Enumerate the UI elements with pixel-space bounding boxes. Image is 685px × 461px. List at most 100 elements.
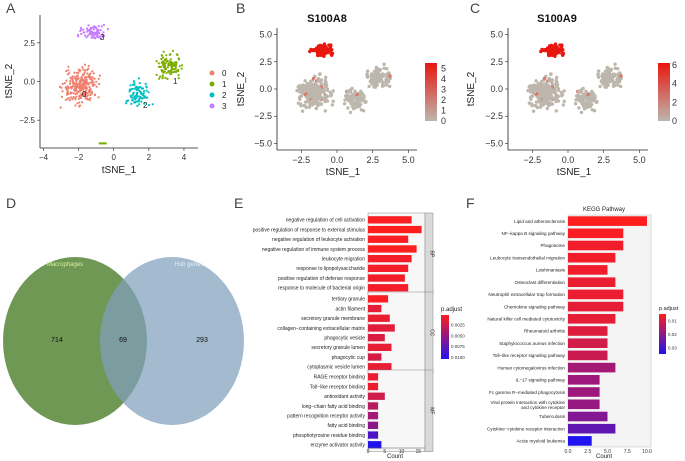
feature-point-low (600, 79, 604, 83)
legend-tick-label: 0.03 (668, 345, 677, 350)
tsne-point-cluster-0 (69, 92, 72, 95)
tsne-point-cluster-0 (93, 83, 96, 86)
panel-c-y-ticks: 5.0 2.5 0.0 −2.5 −5.0 (485, 30, 508, 148)
tsne-point-cluster-3 (88, 30, 91, 33)
go-term-bar (368, 431, 379, 439)
tsne-point-cluster-0 (67, 69, 70, 72)
feature-point-low (350, 86, 354, 91)
tsne-point-cluster-2 (135, 93, 138, 97)
feature-point-low (319, 102, 324, 106)
x-tick-label: 0 (367, 449, 370, 455)
tsne-point-cluster-0 (87, 98, 90, 101)
feature-point-low (583, 102, 587, 107)
feature-point-low (537, 83, 541, 87)
tsne-point-cluster-3 (102, 34, 106, 38)
tsne-point-cluster-3 (106, 28, 110, 31)
tsne-point-cluster-0 (80, 84, 83, 87)
panel-a-points (58, 23, 184, 145)
go-term-label: long−chain fatty acid binding (302, 404, 365, 410)
tsne-point-cluster-0 (66, 97, 69, 100)
feature-point-low (579, 110, 584, 115)
tsne-point-cluster-3 (95, 35, 98, 38)
panel-a-cluster-label-1: 1 (173, 77, 178, 86)
tsne-point-cluster-3 (96, 30, 99, 34)
feature-point-low (528, 84, 532, 88)
tsne-point-cluster-2 (133, 97, 136, 100)
kegg-term-bar (568, 314, 616, 324)
tsne-point-cluster-2 (130, 95, 133, 98)
x-tick-label: −2.5 (292, 155, 310, 165)
feature-point-low (324, 94, 328, 98)
feature-point-low (317, 93, 321, 97)
feature-point-low (616, 67, 620, 71)
feature-point-low (534, 79, 538, 83)
legend-tick-label: 0.01 (668, 319, 677, 324)
panel-e: E BP negative regulation of cell activati… (234, 195, 465, 460)
tsne-point-cluster-3 (100, 25, 103, 28)
tsne-point-cluster-0 (89, 75, 92, 79)
tsne-point-cluster-3 (92, 34, 95, 37)
tsne-point-cluster-0 (66, 73, 69, 76)
feature-point-high (323, 45, 328, 49)
venn-overlap-count: 69 (119, 337, 127, 344)
kegg-term-label: Osteoclast differentiation (515, 280, 566, 285)
feature-point-low (297, 84, 301, 88)
feature-point-low (314, 92, 318, 96)
feature-point-high (320, 51, 324, 55)
go-term-label: actin filament (336, 306, 366, 312)
tsne-point-cluster-1 (169, 53, 172, 56)
tsne-point-cluster-1 (162, 56, 165, 59)
go-term-bar (368, 255, 412, 263)
y-tick-label: 5.0 (490, 30, 503, 40)
feature-point-low (549, 87, 553, 91)
venn-right-label: Hub genes (174, 262, 203, 268)
go-term-bar (368, 284, 409, 292)
facet-strip-label: CC (429, 329, 435, 337)
kegg-term-bar (568, 338, 608, 348)
venn-left-count: 714 (51, 337, 63, 344)
tsne-point-cluster-0 (79, 95, 82, 98)
x-tick-label: 0.0 (562, 155, 575, 165)
kegg-term-label: Human cytomegalovirus infection (497, 365, 565, 370)
tsne-point-cluster-1 (164, 62, 167, 65)
venn-right-circle (100, 257, 244, 425)
kegg-term-bar (568, 252, 616, 263)
x-tick-label: 15 (416, 449, 422, 455)
feature-point-low (375, 70, 379, 75)
feature-point-low (555, 94, 559, 98)
feature-point-low (555, 83, 559, 87)
tsne-point-cluster-3 (82, 28, 85, 31)
x-tick-label: −2.5 (523, 155, 541, 165)
kegg-term-bar (568, 436, 592, 446)
tsne-point-cluster-2 (132, 80, 135, 83)
tsne-point-cluster-2 (143, 102, 146, 105)
tsne-point-cluster-0 (97, 77, 100, 80)
y-tick-label: −2.5 (254, 111, 272, 121)
feature-point-low (377, 76, 381, 80)
feature-point-low (299, 102, 303, 106)
feature-point-low (324, 97, 328, 102)
go-term-label: RAGE receptor binding (314, 375, 366, 381)
kegg-term-label: Cytokine−cytokine receptor interaction (487, 426, 565, 431)
colorbar-tick-label: 4 (441, 74, 446, 84)
tsne-point-cluster-1 (159, 75, 162, 78)
feature-point-low (605, 78, 609, 82)
feature-point-low (616, 83, 620, 87)
feature-point-low (590, 108, 594, 112)
tsne-point-cluster-3 (80, 32, 83, 36)
tsne-point-cluster-2 (140, 92, 143, 95)
panel-e-x-ticks: 0 5 10 15 (367, 447, 425, 455)
panel-e-legend-ticks: 0.0025 0.0050 0.0075 0.0100 (451, 322, 465, 359)
tsne-point-cluster-1 (167, 62, 170, 65)
tsne-point-cluster-1 (162, 50, 165, 53)
feature-point-high (549, 43, 554, 48)
feature-point-low (540, 79, 544, 84)
tsne-point-cluster-0 (72, 96, 75, 99)
tsne-point-cluster-3 (76, 33, 80, 37)
tsne-point-cluster-2 (137, 77, 140, 80)
feature-point-low (593, 96, 597, 100)
tsne-point-cluster-0 (89, 97, 92, 100)
tsne-point-cluster-0 (93, 94, 97, 97)
tsne-point-cluster-3 (84, 34, 87, 37)
tsne-point-cluster-0 (74, 77, 77, 80)
